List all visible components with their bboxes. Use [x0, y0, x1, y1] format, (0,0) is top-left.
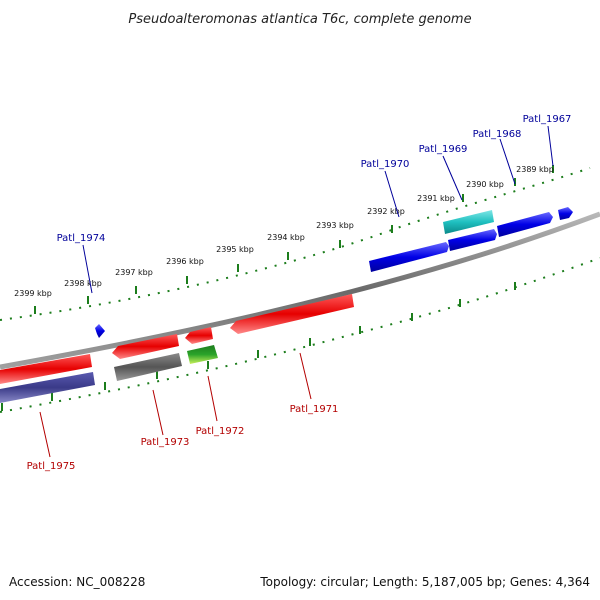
label-leader — [299, 352, 312, 400]
scale-label: 2396 kbp — [166, 257, 204, 266]
forward-scale-track — [0, 167, 591, 321]
scale-label: 2398 kbp — [64, 279, 102, 288]
gene-label-patl-1971[interactable]: Patl_1971 — [290, 404, 339, 415]
label-leader — [499, 138, 516, 185]
label-leader — [442, 155, 463, 201]
reverse-gene-labels: Patl_1971 Patl_1972 Patl_1973 Patl_1975 — [27, 352, 339, 472]
gene-arrow[interactable] — [0, 354, 92, 384]
gene-label-patl-1969[interactable]: Patl_1969 — [419, 144, 468, 155]
reverse-genes — [0, 294, 354, 403]
scale-label: 2390 kbp — [466, 180, 504, 189]
gene-arrow[interactable] — [0, 372, 95, 403]
gene-arrow[interactable] — [443, 210, 494, 234]
scale-label: 2393 kbp — [316, 221, 354, 230]
map-title: Pseudoalteromonas atlantica T6c, complet… — [128, 12, 471, 27]
forward-gene-labels: Patl_1967 Patl_1968 Patl_1969 Patl_1970 … — [57, 114, 572, 294]
scale-label: 2395 kbp — [216, 245, 254, 254]
gene-arrow[interactable] — [95, 324, 105, 338]
gene-label-patl-1973[interactable]: Patl_1973 — [141, 437, 190, 448]
gene-label-patl-1975[interactable]: Patl_1975 — [27, 461, 76, 472]
label-leader — [39, 411, 51, 458]
genome-backbone — [0, 211, 600, 370]
label-leader — [82, 244, 93, 294]
major-ticks — [34, 165, 554, 314]
reverse-major-ticks — [1, 282, 516, 411]
label-leader — [384, 170, 400, 218]
scale-label: 2394 kbp — [267, 233, 305, 242]
gene-label-patl-1968[interactable]: Patl_1968 — [473, 129, 522, 140]
gene-label-patl-1972[interactable]: Patl_1972 — [196, 426, 245, 437]
gene-arrow[interactable] — [112, 334, 179, 359]
gene-label-patl-1974[interactable]: Patl_1974 — [57, 233, 106, 244]
gene-arrow[interactable] — [558, 207, 573, 220]
scale-label: 2392 kbp — [367, 207, 405, 216]
label-leader — [207, 375, 218, 422]
scale-labels: 2389 kbp 2390 kbp 2391 kbp 2392 kbp 2393… — [14, 165, 554, 298]
gene-arrow[interactable] — [369, 242, 449, 272]
genome-summary-text: Topology: circular; Length: 5,187,005 bp… — [259, 575, 590, 589]
gene-arrow[interactable] — [497, 212, 553, 237]
label-leader — [152, 389, 164, 436]
accession-text: Accession: NC_008228 — [9, 575, 145, 589]
forward-genes — [95, 207, 573, 338]
gene-arrow[interactable] — [187, 345, 218, 364]
gene-label-patl-1967[interactable]: Patl_1967 — [523, 114, 572, 125]
label-leader — [547, 125, 554, 167]
gene-arrow[interactable] — [114, 353, 182, 381]
scale-label: 2391 kbp — [417, 194, 455, 203]
gene-arrow[interactable] — [448, 229, 497, 251]
scale-label: 2389 kbp — [516, 165, 554, 174]
scale-label: 2397 kbp — [115, 268, 153, 277]
gene-arrow[interactable] — [230, 294, 354, 334]
scale-label: 2399 kbp — [14, 289, 52, 298]
gene-label-patl-1970[interactable]: Patl_1970 — [361, 159, 410, 170]
gene-arrow[interactable] — [185, 327, 213, 344]
